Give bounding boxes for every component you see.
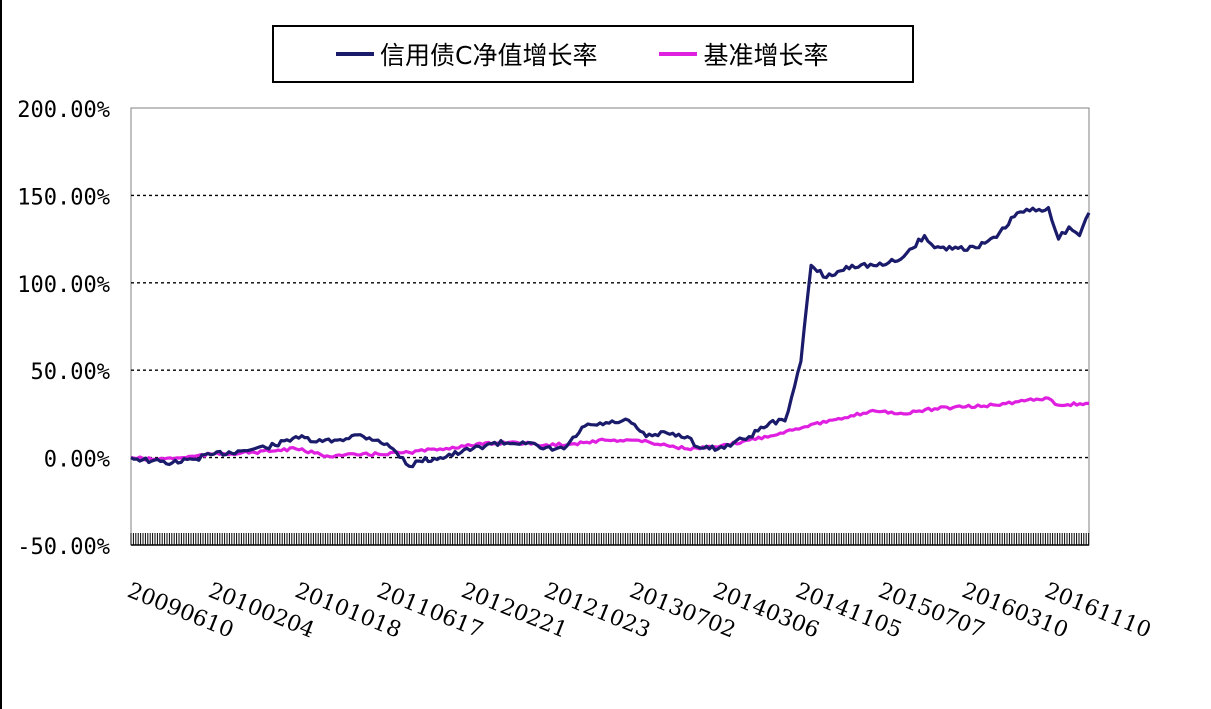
y-tick-label: 200.00% [17,98,110,123]
legend-swatch-fund [336,52,374,56]
legend-item-benchmark: 基准增长率 [659,27,828,81]
x-axis-ticks: 2009061020100204201010182011061720120221… [124,578,1155,643]
legend-label-fund: 信用债C净值增长率 [380,41,598,70]
plot-area [130,107,1090,546]
x-axis-minor-ticks [130,533,1090,546]
series-line-fund [130,206,1091,469]
y-tick-label: 150.00% [17,185,110,210]
y-tick-label: -50.00% [17,535,110,560]
y-tick-label: 0.00% [44,448,110,473]
y-axis-ticks: 200.00% 150.00% 100.00% 50.00% 0.00% -50.00% [17,98,110,560]
legend-swatch-benchmark [659,52,698,56]
series-line-benchmark [130,396,1090,462]
legend: 信用债C净值增长率 基准增长率 [272,25,914,83]
y-tick-label: 50.00% [31,360,110,385]
series-lines [130,206,1091,469]
y-tick-label: 100.00% [17,273,110,298]
gridlines [131,194,1089,459]
legend-label-benchmark: 基准增长率 [703,41,829,70]
legend-item-fund: 信用债C净值增长率 [336,27,597,81]
